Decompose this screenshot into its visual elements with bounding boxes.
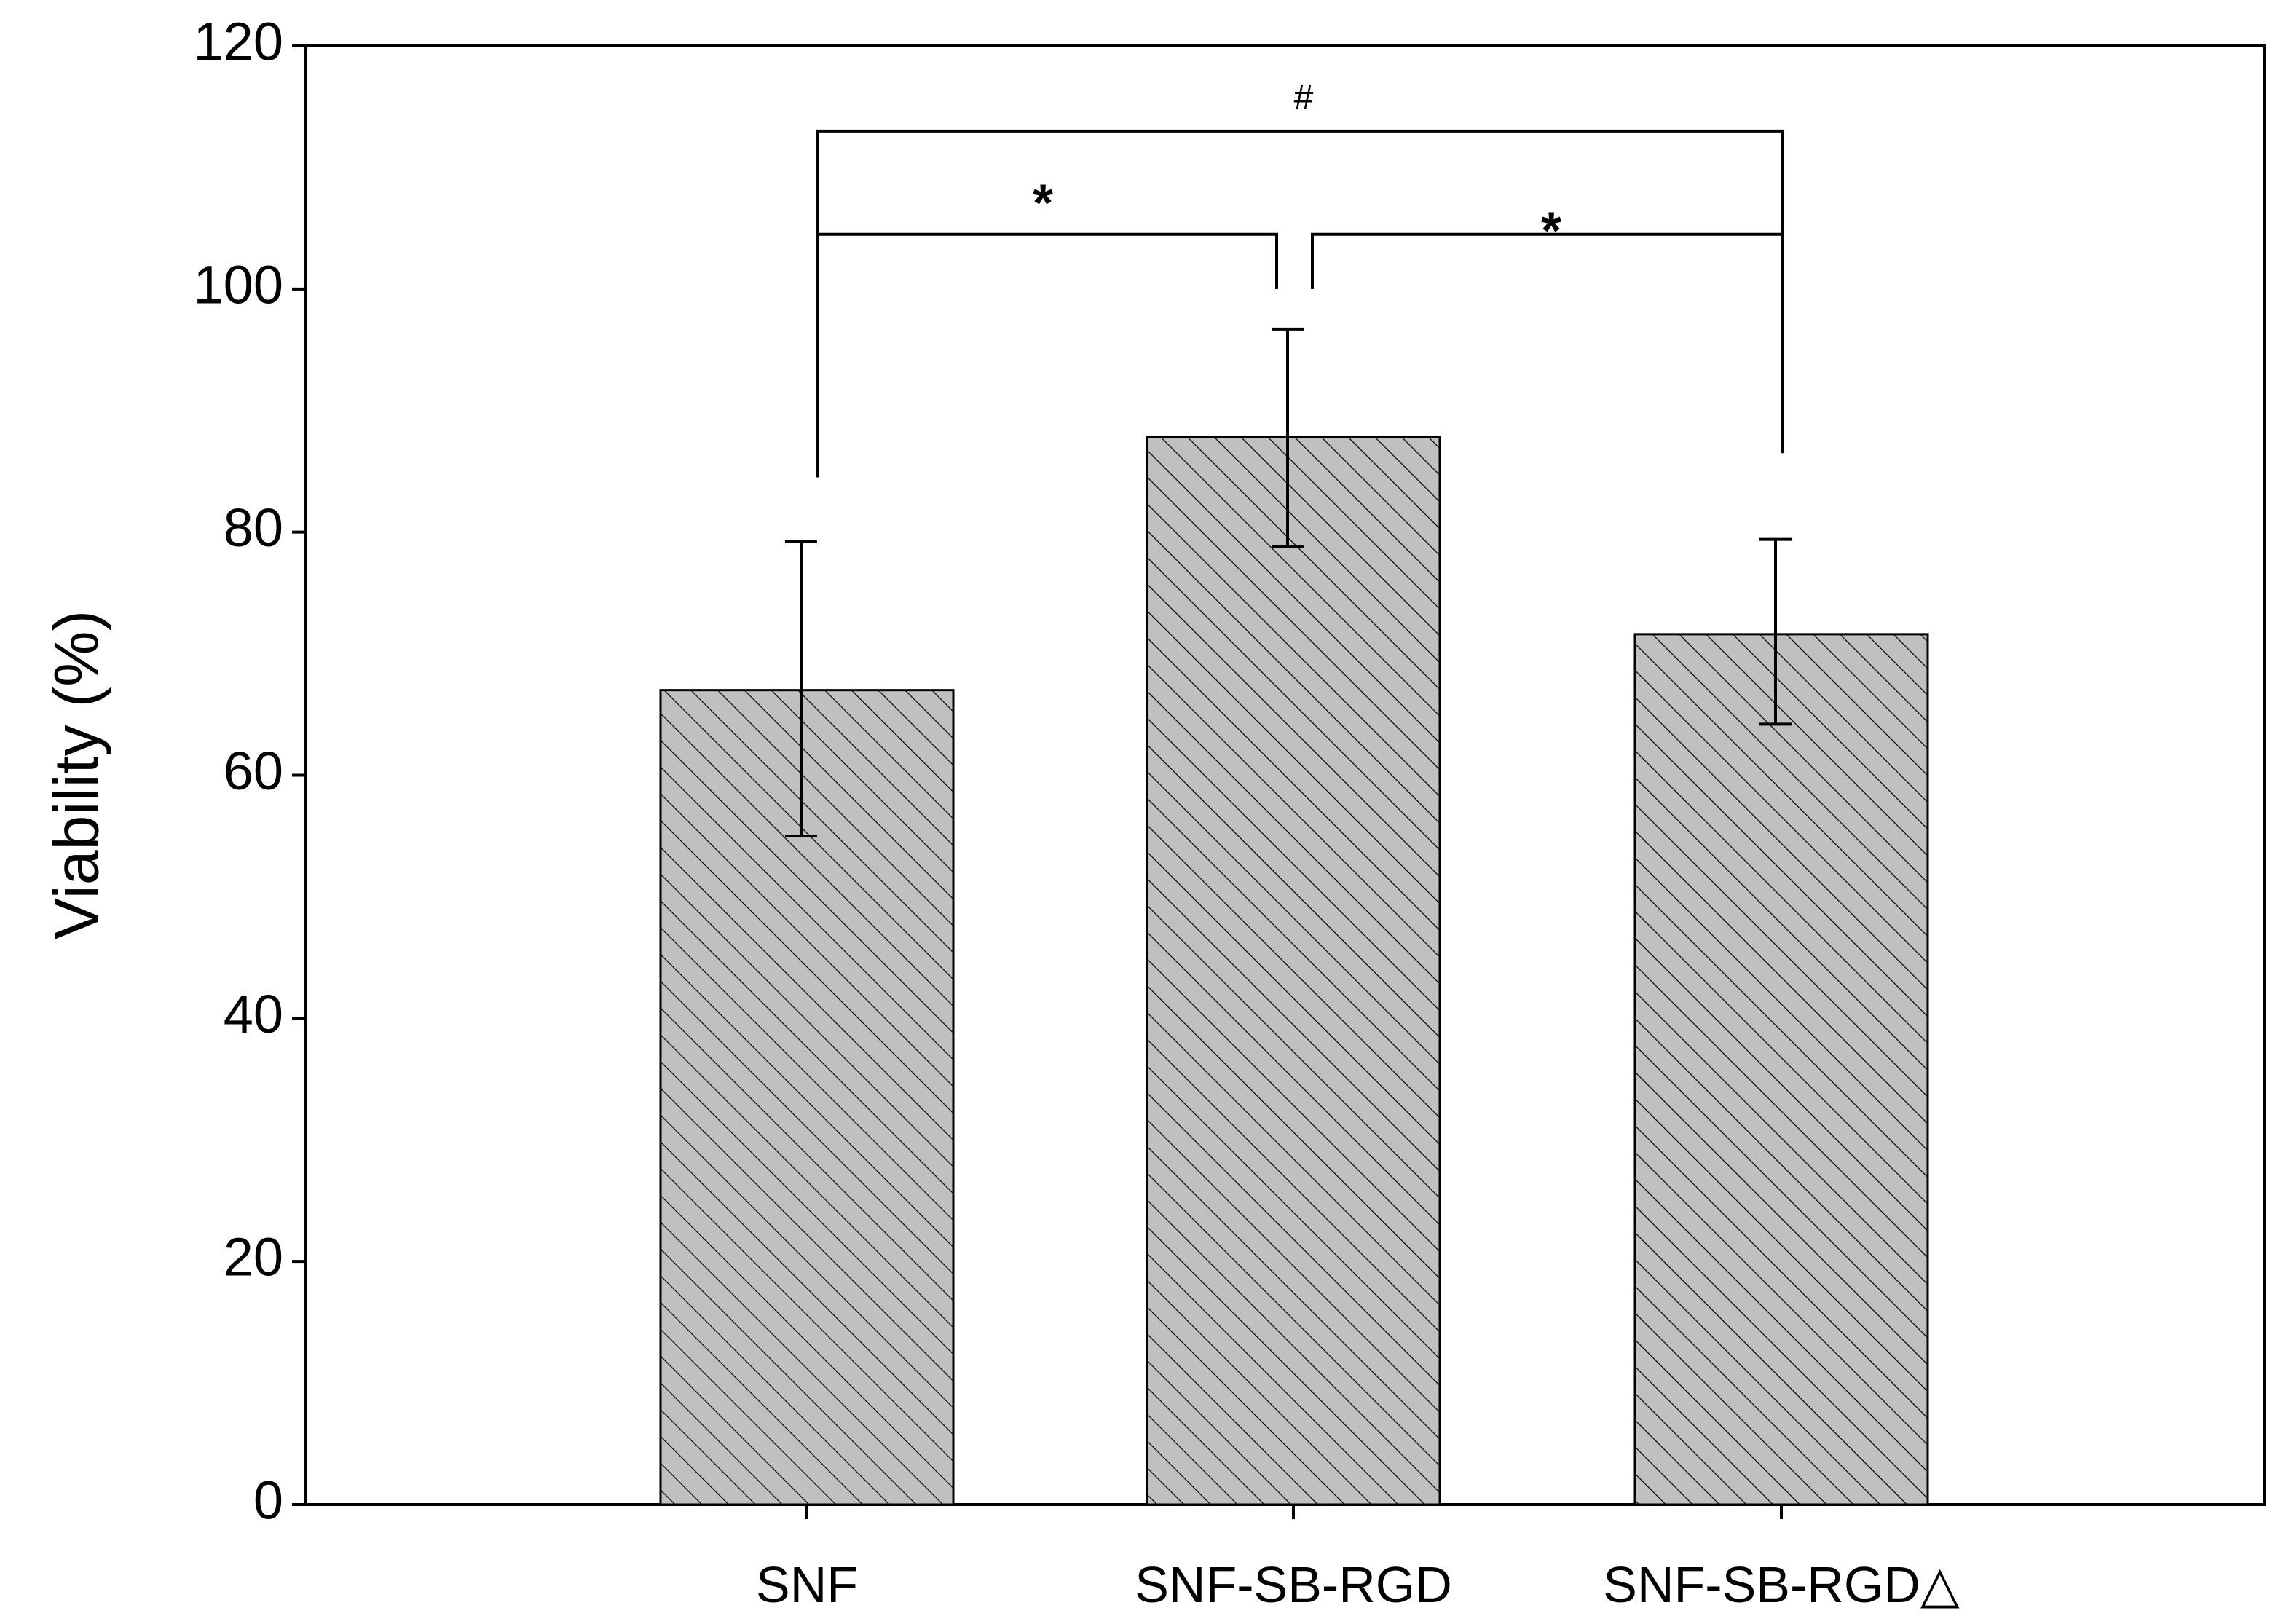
bar-1 (1146, 435, 1441, 1506)
y-tick-label-5: 100 (194, 254, 283, 315)
bars-layer (659, 435, 1929, 1506)
bar-2 (1633, 633, 1929, 1506)
y-tick-label-0: 0 (253, 1470, 283, 1531)
y-axis-title: Viability (%) (42, 610, 112, 939)
x-tick-label-0: SNF (756, 1556, 858, 1613)
y-tick-label-1: 20 (224, 1227, 283, 1288)
significance-layer: * * # (816, 79, 1784, 478)
x-tick-label-2: SNF-SB-RGD△ (1603, 1556, 1960, 1613)
error-bars-layer (785, 327, 1792, 837)
x-axis: SNF SNF-SB-RGD SNF-SB-RGD△ (756, 1505, 1960, 1613)
y-tick-label-4: 80 (224, 497, 283, 558)
y-tick-label-2: 40 (224, 984, 283, 1044)
significance-label-1: * (1541, 202, 1561, 261)
bar-0 (659, 689, 955, 1506)
y-tick-label-3: 60 (224, 741, 283, 801)
significance-bracket-2 (816, 129, 1784, 478)
significance-bracket-1 (1311, 232, 1784, 454)
x-tick-label-1: SNF-SB-RGD (1135, 1556, 1452, 1613)
y-axis: 0 20 40 60 80 100 120 (194, 12, 305, 1531)
significance-label-0: * (1033, 175, 1053, 233)
y-tick-label-6: 120 (194, 12, 283, 72)
significance-label-2: # (1294, 79, 1314, 117)
